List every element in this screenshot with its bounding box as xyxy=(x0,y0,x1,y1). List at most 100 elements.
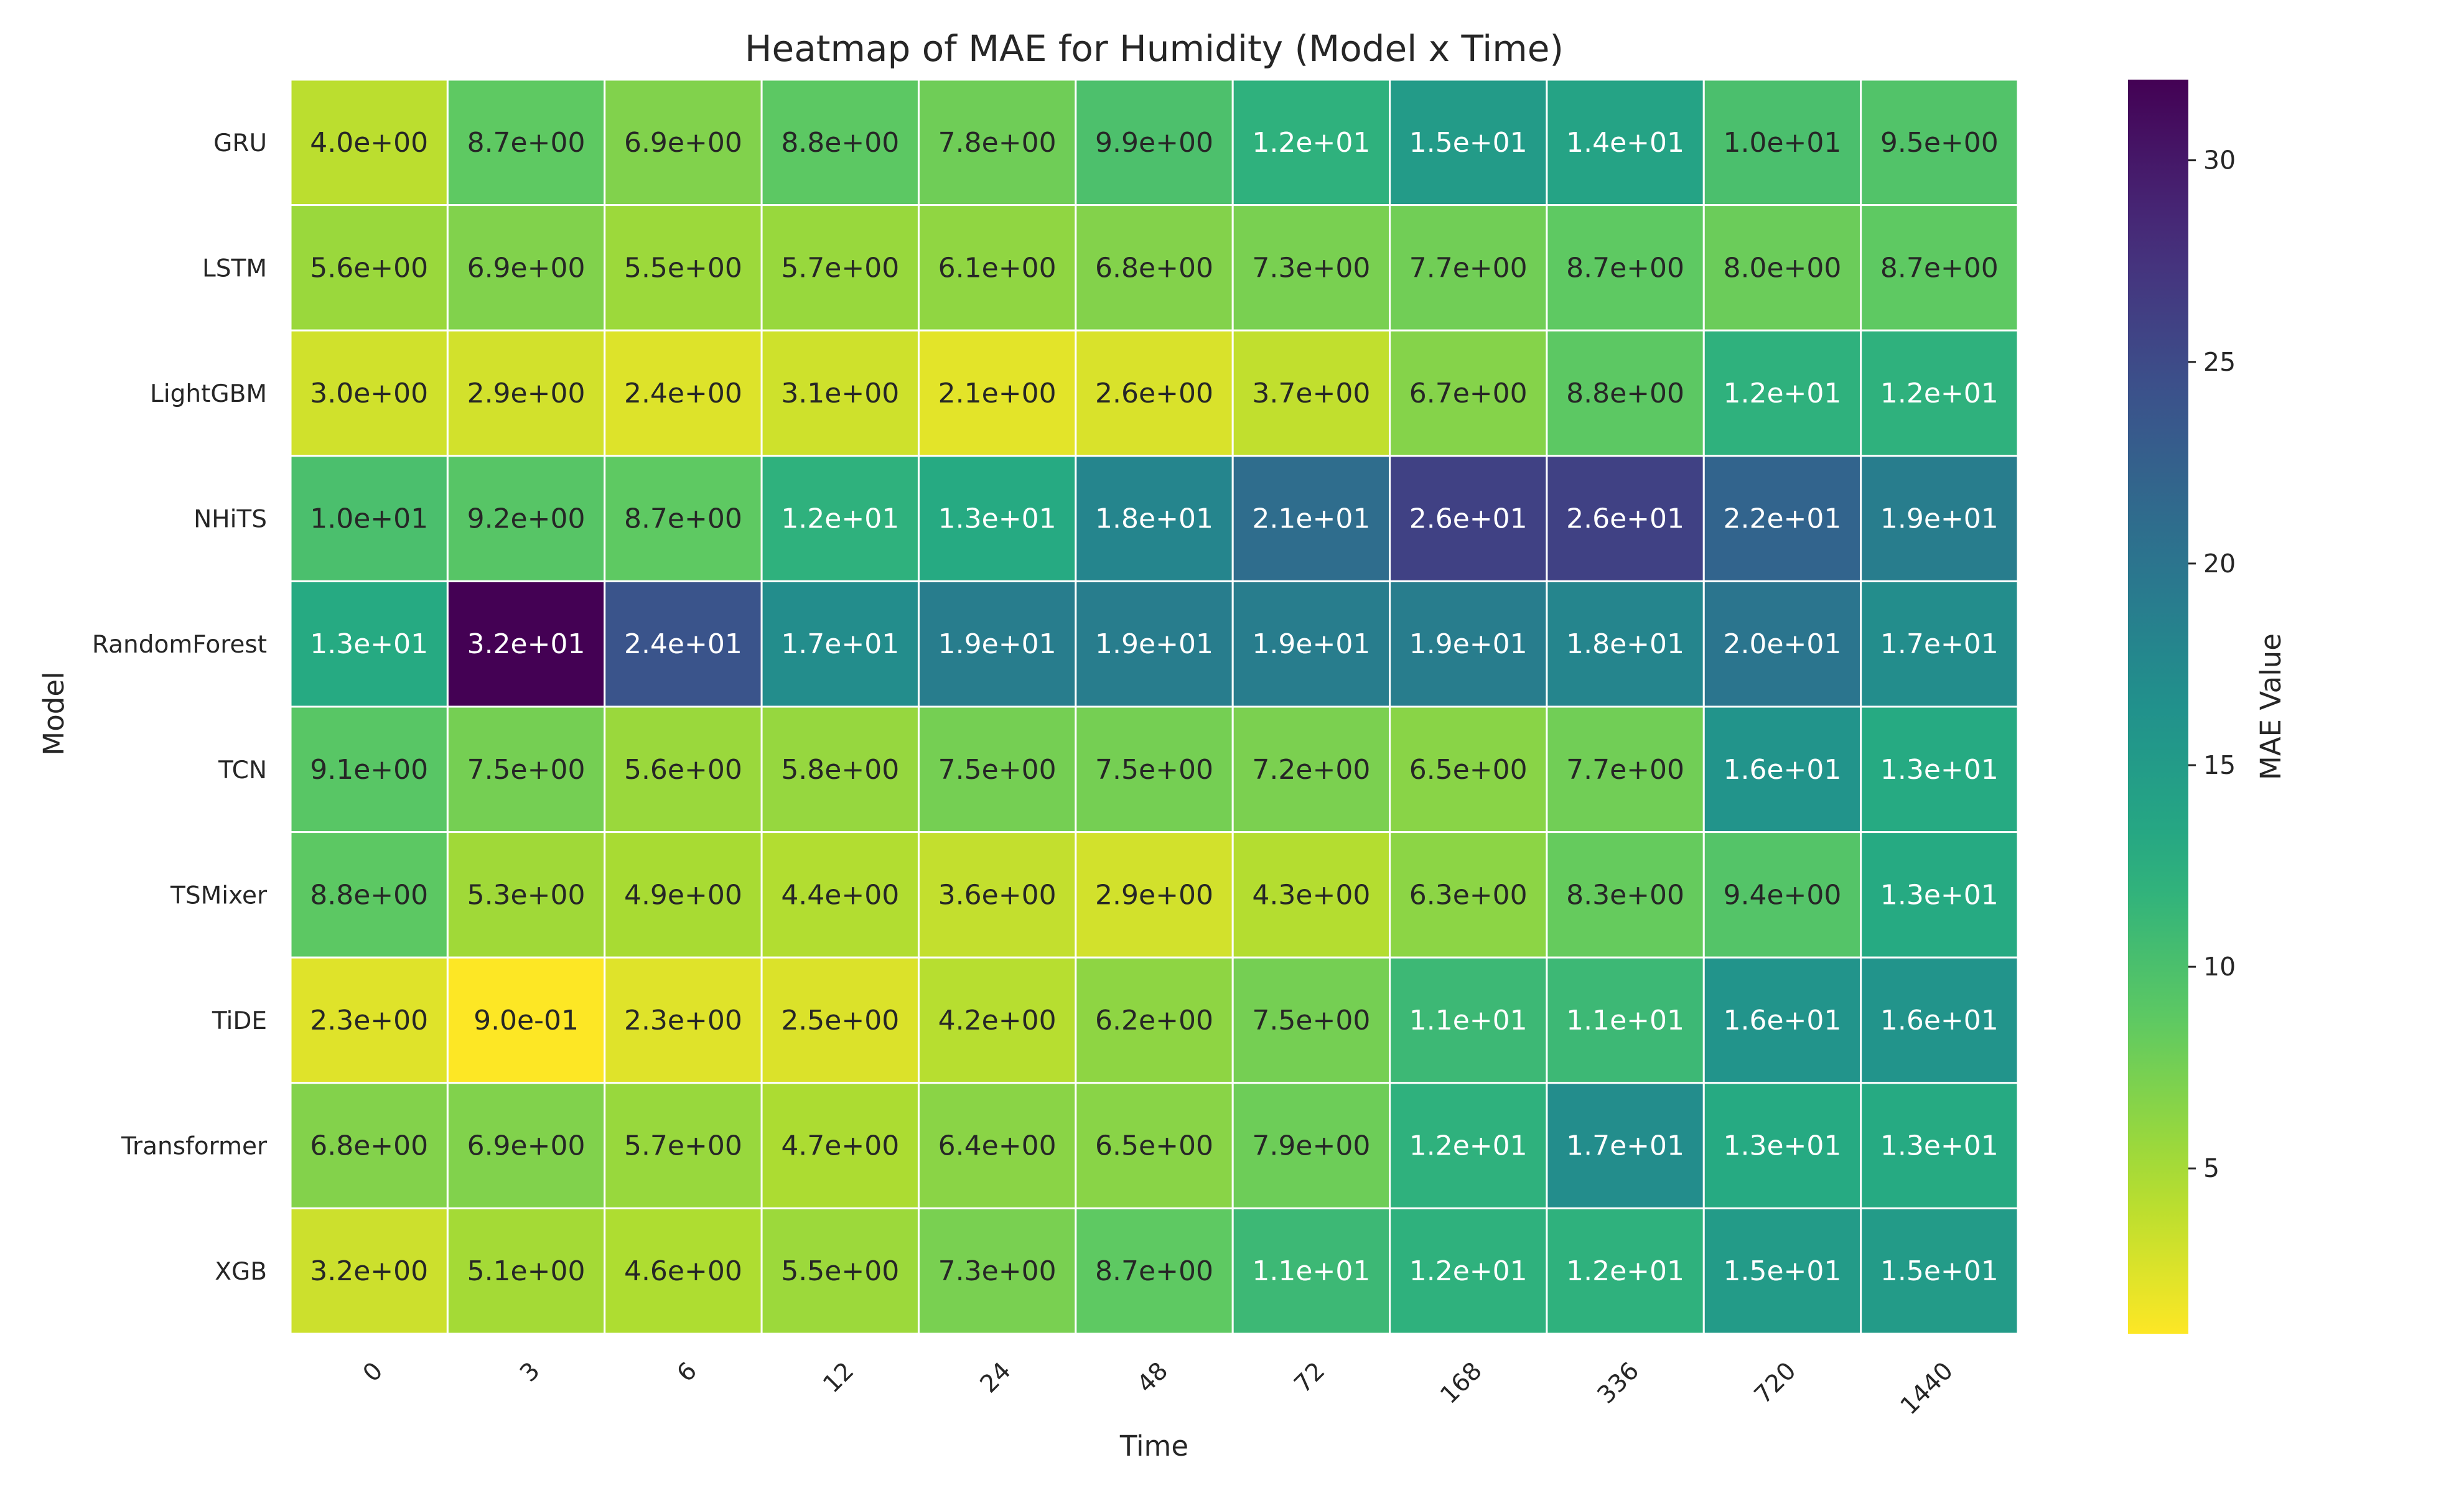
cell-value-label: 5.6e+00 xyxy=(624,754,742,786)
colorbar xyxy=(2128,80,2188,1334)
cell-value-label: 3.2e+00 xyxy=(310,1255,428,1287)
cell-value-label: 2.9e+00 xyxy=(467,378,586,409)
heatmap-cell xyxy=(1075,580,1234,708)
cell-value-label: 7.5e+00 xyxy=(1252,1005,1370,1036)
heatmap-cell xyxy=(760,956,920,1084)
heatmap-cell xyxy=(760,705,920,834)
cell-value-label: 8.7e+00 xyxy=(624,503,742,535)
y-tick-label: Transformer xyxy=(121,1133,268,1161)
heatmap-cell xyxy=(1075,204,1234,332)
cell-value-label: 9.2e+00 xyxy=(467,503,586,535)
cell-value-label: 1.5e+01 xyxy=(1409,127,1528,159)
cell-value-label: 1.2e+01 xyxy=(1724,378,1842,409)
heatmap-cell xyxy=(604,204,763,332)
y-tick-label: TSMixer xyxy=(170,881,268,909)
cell-value-label: 7.8e+00 xyxy=(938,127,1057,159)
heatmap-cell xyxy=(604,1207,763,1335)
cell-value-label: 1.1e+01 xyxy=(1566,1005,1684,1036)
cell-value-label: 7.5e+00 xyxy=(467,754,586,786)
heatmap-cell xyxy=(1075,705,1234,834)
heatmap-cell xyxy=(1389,831,1548,959)
cell-value-label: 8.7e+00 xyxy=(1566,252,1684,284)
cell-value-label: 1.6e+01 xyxy=(1724,754,1842,786)
heatmap-cell xyxy=(1702,1207,1862,1335)
heatmap-cell xyxy=(289,956,449,1084)
cell-value-label: 9.1e+00 xyxy=(310,754,428,786)
cell-value-label: 3.0e+00 xyxy=(310,378,428,409)
heatmap-cell xyxy=(1860,329,2019,457)
heatmap-cell xyxy=(1702,956,1862,1084)
heatmap-cell xyxy=(1860,455,2019,582)
x-tick-label: 336 xyxy=(1592,1357,1645,1409)
cell-value-label: 9.0e-01 xyxy=(474,1005,579,1036)
heatmap-cell xyxy=(1702,78,1862,207)
cell-value-label: 8.7e+00 xyxy=(1880,252,1999,284)
cell-value-label: 1.5e+01 xyxy=(1724,1255,1842,1287)
heatmap-cell xyxy=(604,580,763,708)
cell-value-label: 2.5e+00 xyxy=(781,1005,899,1036)
cell-value-label: 4.3e+00 xyxy=(1252,879,1370,911)
cell-value-label: 7.9e+00 xyxy=(1252,1130,1370,1162)
x-tick-label: 3 xyxy=(515,1357,545,1387)
x-tick-label: 720 xyxy=(1749,1357,1801,1409)
heatmap-cell xyxy=(1075,831,1234,959)
x-tick-label: 24 xyxy=(975,1357,1017,1398)
cell-value-label: 6.8e+00 xyxy=(310,1130,428,1162)
cell-value-label: 5.7e+00 xyxy=(624,1130,742,1162)
cell-value-label: 7.7e+00 xyxy=(1566,754,1684,786)
cell-value-label: 1.2e+01 xyxy=(1409,1255,1528,1287)
heatmap-cell xyxy=(1075,455,1234,582)
heatmap-cells: 4.0e+00 8.7e+00 6.9e+00 8.8e+00 7.8e+00 9.9e+… xyxy=(289,78,2019,1335)
cell-value-label: 2.6e+01 xyxy=(1409,503,1528,535)
y-tick-label: RandomForest xyxy=(92,631,267,659)
cell-value-label: 2.1e+00 xyxy=(938,378,1057,409)
y-tick-label: LightGBM xyxy=(150,380,267,408)
cell-value-label: 1.3e+01 xyxy=(1880,879,1999,911)
heatmap-cell xyxy=(1546,329,1705,457)
x-tick-label: 48 xyxy=(1132,1357,1174,1398)
cell-value-label: 1.9e+01 xyxy=(938,628,1057,660)
cell-value-label: 3.6e+00 xyxy=(938,879,1057,911)
heatmap-cell xyxy=(1860,78,2019,207)
heatmap-cell xyxy=(289,580,449,708)
cell-value-label: 4.7e+00 xyxy=(781,1130,899,1162)
cell-value-label: 1.7e+01 xyxy=(1566,1130,1684,1162)
heatmap-cell xyxy=(1231,831,1391,959)
cell-value-label: 5.1e+00 xyxy=(467,1255,586,1287)
heatmap-cell xyxy=(1075,78,1234,207)
colorbar-tick-label: 20 xyxy=(2203,549,2236,579)
y-tick-label: TiDE xyxy=(212,1007,267,1035)
colorbar-tick-label: 5 xyxy=(2203,1153,2219,1183)
cell-value-label: 1.7e+01 xyxy=(781,628,899,660)
heatmap-cell xyxy=(760,1207,920,1335)
cell-value-label: 1.9e+01 xyxy=(1880,503,1999,535)
heatmap-cell xyxy=(760,455,920,582)
heatmap-cell xyxy=(289,1207,449,1335)
cell-value-label: 1.2e+01 xyxy=(1880,378,1999,409)
cell-value-label: 1.5e+01 xyxy=(1880,1255,1999,1287)
heatmap-cell xyxy=(917,455,1077,582)
cell-value-label: 6.5e+00 xyxy=(1409,754,1528,786)
heatmap-cell xyxy=(604,78,763,207)
cell-value-label: 1.9e+01 xyxy=(1095,628,1213,660)
x-tick-label: 72 xyxy=(1289,1357,1331,1398)
x-tick-label: 12 xyxy=(818,1357,859,1398)
heatmap-cell xyxy=(1389,78,1548,207)
heatmap-cell xyxy=(446,831,606,959)
cell-value-label: 5.3e+00 xyxy=(467,879,586,911)
heatmap-cell xyxy=(604,1082,763,1209)
colorbar-label: MAE Value xyxy=(2254,633,2287,780)
cell-value-label: 8.8e+00 xyxy=(310,879,428,911)
cell-value-label: 6.3e+00 xyxy=(1409,879,1528,911)
heatmap-cell xyxy=(760,78,920,207)
cell-value-label: 7.7e+00 xyxy=(1409,252,1528,284)
y-tick-label: LSTM xyxy=(202,254,267,282)
cell-value-label: 5.8e+00 xyxy=(781,754,899,786)
x-tick-label: 1440 xyxy=(1895,1357,1959,1420)
y-tick-label: TCN xyxy=(218,756,267,784)
heatmap-cell xyxy=(446,580,606,708)
cell-value-label: 6.9e+00 xyxy=(624,127,742,159)
cell-value-label: 9.5e+00 xyxy=(1880,127,1999,159)
heatmap-cell xyxy=(1075,329,1234,457)
